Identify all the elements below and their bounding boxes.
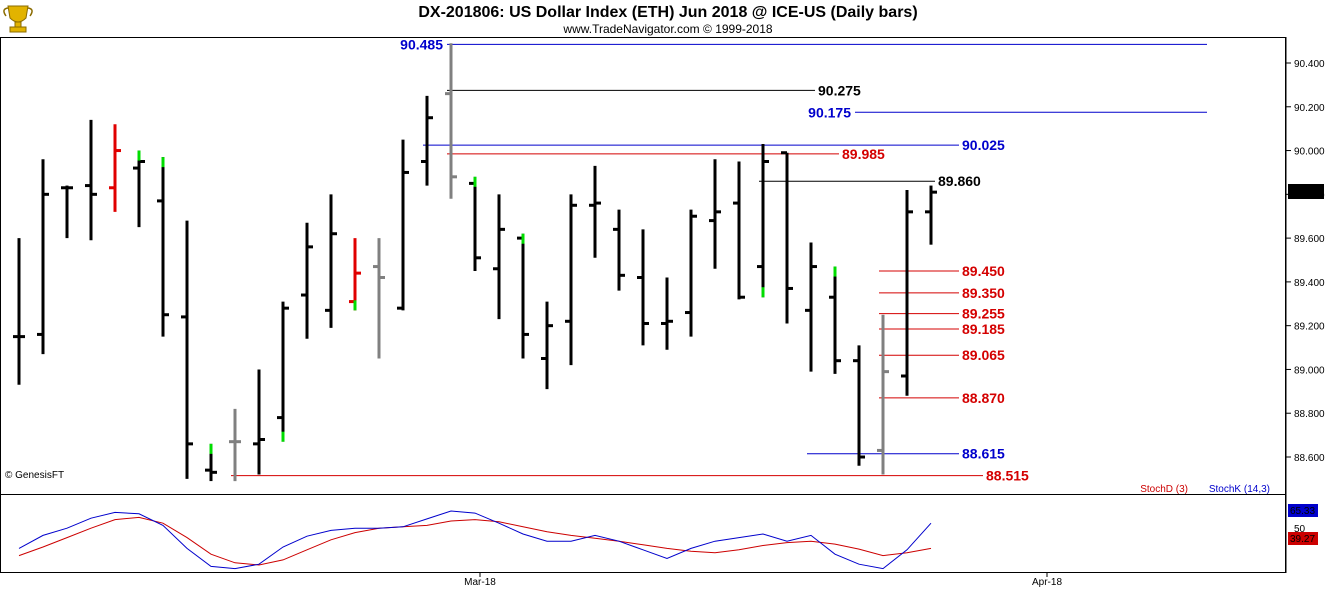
last-price-label: 89.815 <box>1290 187 1321 198</box>
stochd-value-label: 39.27 <box>1290 534 1315 545</box>
level-label: 90.275 <box>818 82 861 98</box>
level-label: 88.515 <box>986 468 1029 484</box>
stoch-mid-tick: 50 <box>1294 524 1306 535</box>
stochd-line <box>18 516 932 566</box>
level-label: 89.255 <box>962 306 1005 322</box>
stochd-value-marker: 39.27 <box>1288 532 1318 545</box>
price-tick-label: 90.200 <box>1294 103 1325 114</box>
stochastic-lines <box>18 510 932 570</box>
level-label: 89.860 <box>938 173 981 189</box>
date-tick-label: Apr-18 <box>1032 577 1062 588</box>
price-levels: 90.485 90.275 90.175 90.025 89.985 89.860 89.4… <box>231 36 1207 484</box>
price-tick-label: 88.800 <box>1294 409 1325 420</box>
level-label: 89.985 <box>842 146 885 162</box>
price-tick-label: 88.600 <box>1294 453 1325 464</box>
price-tick-label: 90.000 <box>1294 147 1325 158</box>
price-tick-label: 89.600 <box>1294 234 1325 245</box>
level-label: 89.185 <box>962 321 1005 337</box>
stochk-line <box>18 510 932 570</box>
chart-title: DX-201806: US Dollar Index (ETH) Jun 201… <box>418 4 917 21</box>
stochk-legend: StochK (14,3) <box>1209 484 1270 495</box>
date-axis-labels: Mar-18 Apr-18 <box>464 573 1062 588</box>
level-label: 89.065 <box>962 347 1005 363</box>
trophy-icon <box>3 5 33 33</box>
level-label: 89.350 <box>962 285 1005 301</box>
price-tick-label: 89.200 <box>1294 322 1325 333</box>
price-tick-label: 90.400 <box>1294 59 1325 70</box>
stochk-value-label: 65.33 <box>1290 506 1315 517</box>
level-label: 90.025 <box>962 137 1005 153</box>
price-bars <box>13 43 937 482</box>
chart-subtitle: www.TradeNavigator.com © 1999-2018 <box>562 22 772 36</box>
level-label: 89.450 <box>962 263 1005 279</box>
price-axis-ticks: 90.40090.20090.00089.80089.60089.40089.2… <box>1286 59 1325 464</box>
stochastic-panel <box>0 494 1286 573</box>
price-tick-label: 89.400 <box>1294 278 1325 289</box>
level-label: 90.175 <box>808 104 851 120</box>
stochk-value-marker: 65.33 <box>1288 504 1318 517</box>
stochd-legend: StochD (3) <box>1140 484 1188 495</box>
watermark: © GenesisFT <box>5 470 64 481</box>
price-tick-label: 89.000 <box>1294 365 1325 376</box>
level-label: 88.870 <box>962 390 1005 406</box>
last-price-marker: 89.815 <box>1288 184 1324 199</box>
date-tick-label: Mar-18 <box>464 577 496 588</box>
level-label: 90.485 <box>400 36 443 52</box>
level-label: 88.615 <box>962 446 1005 462</box>
